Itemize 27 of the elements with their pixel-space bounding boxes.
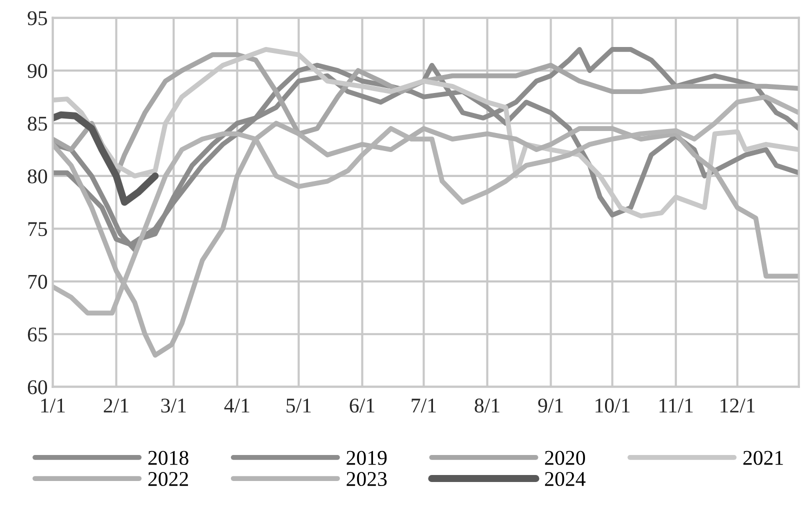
y-tick-label: 95 — [28, 11, 48, 26]
x-tick-label: 12/1 — [720, 398, 755, 413]
legend-label: 2018 — [148, 450, 188, 465]
legend-label: 2023 — [346, 472, 387, 486]
legend-label: 2022 — [148, 472, 188, 486]
x-tick-label: 7/1 — [412, 398, 436, 413]
y-tick-label: 85 — [28, 116, 48, 131]
x-tick-label: 10/1 — [596, 398, 630, 413]
y-tick-label: 75 — [28, 222, 48, 236]
legend-label: 2021 — [743, 450, 783, 465]
legend-label: 2024 — [545, 472, 586, 486]
y-tick-label: 80 — [28, 169, 48, 184]
x-tick-label: 5/1 — [286, 398, 311, 413]
y-tick-label: 60 — [28, 380, 48, 394]
y-tick-label: 90 — [28, 64, 48, 78]
x-tick-label: 4/1 — [224, 398, 250, 413]
x-tick-label: 9/1 — [538, 398, 563, 413]
legend-label: 2019 — [346, 450, 387, 465]
x-tick-label: 6/1 — [350, 398, 374, 413]
legend-label: 2020 — [545, 450, 586, 465]
x-tick-label: 8/1 — [474, 398, 500, 413]
y-tick-label: 65 — [28, 328, 48, 342]
x-tick-label: 1/1 — [41, 398, 65, 413]
x-tick-label: 11/1 — [660, 398, 693, 413]
y-tick-label: 70 — [28, 274, 48, 289]
x-tick-label: 2/1 — [104, 398, 128, 413]
x-tick-label: 3/1 — [161, 398, 186, 413]
